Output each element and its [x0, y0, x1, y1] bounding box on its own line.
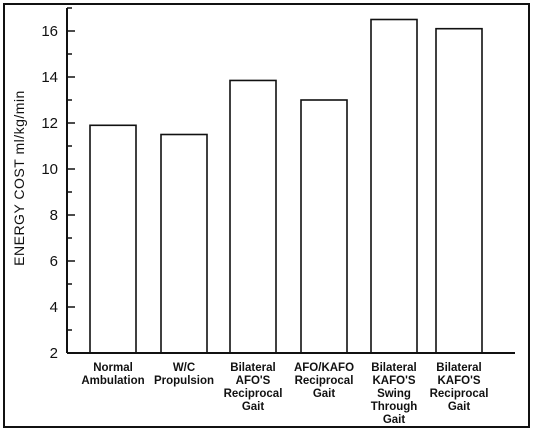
- bar-6: [435, 27, 483, 354]
- y-ticks-group: 2 4 6 8 10 12 14 16: [41, 7, 75, 362]
- x-category-label: Bilateral KAFO'S Swing Through Gait: [371, 362, 418, 426]
- x-category-label-line: Bilateral: [436, 362, 481, 374]
- x-category-label-line: KAFO'S: [438, 375, 481, 387]
- x-category-label-line: Reciprocal: [224, 388, 283, 400]
- x-category-label: Normal Ambulation: [81, 362, 144, 387]
- x-category-label-line: Gait: [383, 414, 406, 426]
- x-category-label-line: KAFO'S: [373, 375, 416, 387]
- x-category-label-line: Swing: [377, 388, 411, 400]
- x-category-label-line: Bilateral: [371, 362, 416, 374]
- x-category-label-line: Normal: [93, 362, 133, 374]
- bar-4: [300, 99, 348, 354]
- x-category-label-line: AFO'S: [236, 375, 271, 387]
- x-category-label-line: W/C: [173, 362, 195, 374]
- x-category-label: Bilateral AFO'S Reciprocal Gait: [224, 362, 283, 413]
- x-category-label-line: Ambulation: [81, 375, 144, 387]
- x-category-label-line: Reciprocal: [430, 388, 489, 400]
- x-category-label-line: Reciprocal: [295, 375, 354, 387]
- bar-5: [370, 18, 418, 354]
- y-tick-label: 6: [50, 253, 58, 270]
- x-category-label-line: Propulsion: [154, 375, 214, 387]
- y-tick-label: 14: [41, 69, 58, 86]
- bar-3: [229, 79, 277, 354]
- x-category-label-line: Gait: [242, 401, 265, 413]
- x-category-label: Bilateral KAFO'S Reciprocal Gait: [430, 362, 489, 413]
- x-category-label: W/C Propulsion: [154, 362, 214, 387]
- x-category-label-line: Bilateral: [230, 362, 275, 374]
- y-axis-label: ENERGY COST ml/kg/min: [11, 90, 27, 266]
- x-category-label-line: AFO/KAFO: [294, 362, 354, 374]
- y-tick-label: 8: [50, 207, 58, 224]
- x-category-label: AFO/KAFO Reciprocal Gait: [294, 362, 354, 400]
- x-category-label-line: Through: [371, 401, 418, 413]
- bar-2: [160, 133, 208, 354]
- axes-group: [66, 8, 515, 354]
- y-tick-label: 4: [50, 299, 58, 316]
- y-tick-label: 2: [50, 345, 58, 362]
- x-category-label-line: Gait: [313, 388, 336, 400]
- bars-group: [89, 18, 483, 354]
- y-tick-label: 10: [41, 161, 58, 178]
- bar-1: [89, 124, 137, 354]
- y-tick-label: 16: [41, 23, 58, 40]
- x-category-label-line: Gait: [448, 401, 471, 413]
- y-tick-label: 12: [41, 115, 58, 132]
